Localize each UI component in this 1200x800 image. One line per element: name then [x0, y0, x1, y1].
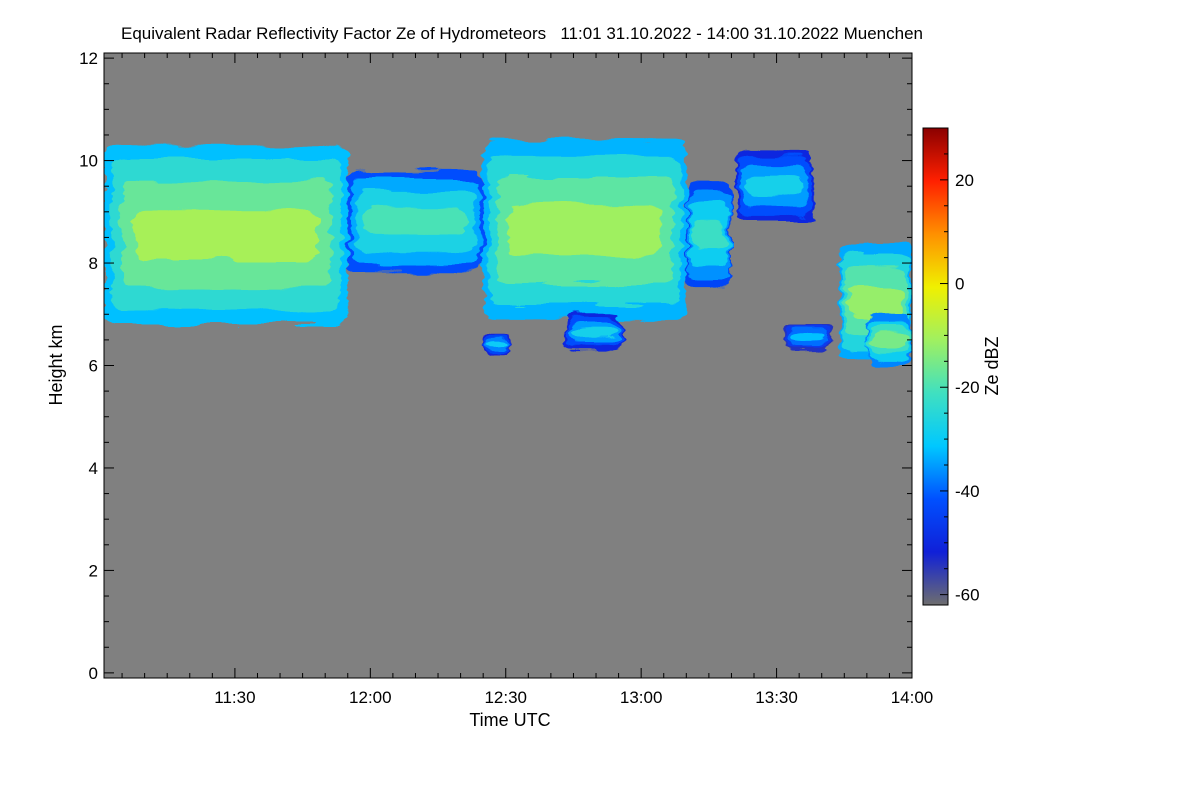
y-tick-label: 12: [79, 49, 98, 68]
cloud-band: [791, 333, 826, 341]
colorbar: [922, 127, 949, 606]
y-axis: 0 2 4 6 8 10 12: [79, 49, 912, 683]
cloud-band: [745, 176, 804, 197]
cloud-band: [486, 342, 507, 348]
cloud-band: [872, 332, 907, 348]
colorbar-axis: 20 0 -20 -40 -60: [940, 127, 980, 605]
colorbar-tick-label: -40: [955, 482, 980, 501]
cloud-region: [104, 145, 348, 325]
cloud-band: [134, 209, 318, 260]
cloud-band: [571, 327, 616, 338]
chart-title: Equivalent Radar Reflectivity Factor Ze …: [121, 24, 923, 43]
cloud-band: [508, 204, 661, 255]
y-tick-label: 6: [89, 357, 98, 376]
y-tick-label: 2: [89, 561, 98, 580]
x-axis-label: Time UTC: [469, 710, 550, 730]
cloud-band: [691, 219, 726, 250]
cloud-region: [866, 314, 912, 366]
colorbar-tick-label: -60: [955, 586, 980, 605]
y-axis-label: Height km: [46, 324, 66, 405]
cloud-band: [364, 207, 467, 237]
x-tick-label: 12:30: [484, 688, 527, 707]
reflectivity-field: [104, 140, 912, 366]
cloud-band: [848, 284, 903, 318]
x-tick-label: 13:00: [620, 688, 663, 707]
cloud-region: [735, 150, 813, 223]
y-tick-label: 10: [79, 152, 98, 171]
cloud-region: [564, 314, 624, 351]
cloud-region: [483, 334, 511, 356]
x-tick-label: 11:30: [214, 688, 255, 707]
x-tick-label: 12:00: [349, 688, 392, 707]
y-tick-label: 4: [89, 459, 98, 478]
cloud-region: [686, 181, 732, 289]
cloud-region: [785, 324, 831, 351]
x-tick-label: 13:30: [755, 688, 798, 707]
cloud-region: [483, 140, 687, 320]
x-tick-label: 14:00: [891, 688, 934, 707]
colorbar-tick-label: 20: [955, 171, 974, 190]
colorbar-label: Ze dBZ: [982, 336, 1002, 395]
colorbar-tick-label: 0: [955, 275, 964, 294]
y-tick-label: 8: [89, 254, 98, 273]
cloud-region: [347, 170, 484, 274]
y-tick-label: 0: [89, 664, 98, 683]
x-axis: 11:30 12:00 12:30 13:00 13:30 14:00: [121, 53, 934, 707]
colorbar-tick-label: -20: [955, 378, 980, 397]
